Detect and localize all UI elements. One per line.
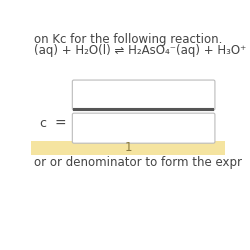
- Text: or or denominator to form the expr: or or denominator to form the expr: [34, 156, 242, 169]
- Text: =: =: [54, 117, 66, 131]
- FancyBboxPatch shape: [72, 113, 215, 143]
- Text: on Kc for the following reaction.: on Kc for the following reaction.: [34, 33, 223, 46]
- Text: 1: 1: [124, 141, 132, 154]
- FancyBboxPatch shape: [72, 80, 215, 110]
- Text: c: c: [39, 118, 46, 130]
- Bar: [31, 141, 225, 155]
- Text: (aq) + H₂O(l) ⇌ H₂AsO₄⁻(aq) + H₃O⁺: (aq) + H₂O(l) ⇌ H₂AsO₄⁻(aq) + H₃O⁺: [34, 44, 246, 57]
